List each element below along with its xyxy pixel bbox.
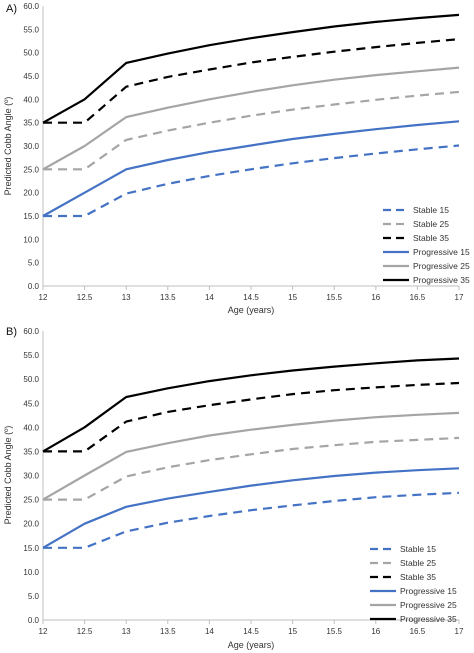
legend: Stable 15 Stable 25 Stable 35 Progressive 1…: [370, 544, 457, 624]
x-tick-label: 14.5: [243, 293, 259, 302]
y-tick-label: 5.0: [28, 259, 40, 268]
y-tick-label: 45.0: [23, 72, 39, 81]
legend-entry: Progressive 25: [400, 600, 457, 610]
series-line-stable-15: [43, 144, 460, 218]
series-line-stable-25: [43, 436, 460, 501]
y-tick-label: 15.0: [23, 212, 39, 221]
legend-entry: Progressive 35: [413, 275, 470, 285]
legend-entry: Progressive 25: [413, 261, 470, 271]
x-tick-label: 14: [205, 293, 214, 302]
x-tick-label: 12.5: [77, 627, 93, 636]
y-tick-label: 35.0: [23, 119, 39, 128]
y-tick-label: 30.0: [23, 142, 39, 151]
legend-entry: Stable 35: [400, 572, 436, 582]
x-tick-label: 15: [288, 627, 297, 636]
y-tick-label: 60.0: [23, 2, 39, 11]
x-tick-label: 13: [122, 293, 131, 302]
y-tick-label: 15.0: [23, 544, 39, 553]
series-line-progressive-35: [42, 357, 460, 453]
y-axis-title: Predicted Cobb Angle (º): [3, 426, 13, 525]
panel-label: B): [6, 326, 17, 338]
x-tick-label: 13: [122, 627, 131, 636]
x-axis-title: Age (years): [228, 305, 275, 315]
series-line-stable-25: [43, 90, 460, 171]
x-tick-label: 15.5: [326, 627, 342, 636]
y-tick-label: 5.0: [28, 592, 40, 601]
x-tick-label: 13.5: [160, 627, 176, 636]
x-tick-label: 16: [371, 293, 380, 302]
x-tick-label: 16: [371, 627, 380, 636]
legend-entry: Stable 15: [413, 205, 449, 215]
legend: Stable 15 Stable 25 Stable 35 Progressive 1…: [383, 205, 470, 285]
series-line-progressive-35: [42, 13, 460, 124]
y-tick-label: 20.0: [23, 520, 39, 529]
x-tick-label: 12: [39, 627, 48, 636]
x-tick-label: 15: [288, 293, 297, 302]
series-line-progressive-25: [42, 66, 460, 171]
x-tick-label: 16.5: [410, 293, 426, 302]
x-axis-title: Age (years): [228, 640, 275, 650]
legend-entry: Progressive 15: [413, 247, 470, 257]
x-tick-label: 13.5: [160, 293, 176, 302]
legend-entry: Stable 15: [400, 544, 436, 554]
series-line-progressive-15: [42, 120, 460, 217]
y-tick-label: 20.0: [23, 189, 39, 198]
y-tick-label: 60.0: [23, 327, 39, 336]
legend-entry: Progressive 35: [400, 614, 457, 624]
x-tick-label: 14: [205, 627, 214, 636]
panel-label: A): [6, 3, 17, 15]
x-tick-label: 17: [455, 627, 464, 636]
y-tick-label: 40.0: [23, 423, 39, 432]
y-tick-label: 10.0: [23, 235, 39, 244]
series-line-progressive-25: [42, 411, 460, 501]
x-tick-label: 15.5: [326, 293, 342, 302]
x-tick-label: 12: [39, 293, 48, 302]
y-axis-title: Predicted Cobb Angle (º): [3, 97, 13, 196]
y-tick-label: 0.0: [28, 616, 40, 625]
y-tick-label: 55.0: [23, 25, 39, 34]
series-line-stable-35: [43, 381, 460, 453]
chart-panel-a: A) 0.0 5.0 10.0 15.0 20.0 25.0 30.0 35.0 40.0 45.0…: [3, 2, 470, 315]
legend-entry: Progressive 15: [400, 586, 457, 596]
series-line-stable-15: [43, 491, 460, 549]
series-line-stable-35: [43, 38, 460, 124]
series-line-progressive-15: [42, 467, 460, 549]
chart-panel-b: B) 0.0 5.0 10.0 15.0 20.0 25.0 30.0 35.0 40.0 45.0…: [3, 326, 464, 650]
x-tick-label: 14.5: [243, 627, 259, 636]
y-tick-label: 40.0: [23, 95, 39, 104]
legend-entry: Stable 25: [413, 219, 449, 229]
x-tick-label: 17: [455, 293, 464, 302]
y-tick-label: 45.0: [23, 399, 39, 408]
y-tick-label: 55.0: [23, 351, 39, 360]
y-tick-label: 50.0: [23, 49, 39, 58]
y-tick-label: 30.0: [23, 472, 39, 481]
y-tick-label: 25.0: [23, 496, 39, 505]
y-tick-label: 10.0: [23, 568, 39, 577]
x-tick-label: 16.5: [410, 627, 426, 636]
x-tick-label: 12.5: [77, 293, 93, 302]
legend-entry: Stable 35: [413, 233, 449, 243]
y-tick-label: 25.0: [23, 165, 39, 174]
y-tick-label: 0.0: [28, 282, 40, 291]
y-tick-label: 35.0: [23, 447, 39, 456]
legend-entry: Stable 25: [400, 558, 436, 568]
y-tick-label: 50.0: [23, 375, 39, 384]
